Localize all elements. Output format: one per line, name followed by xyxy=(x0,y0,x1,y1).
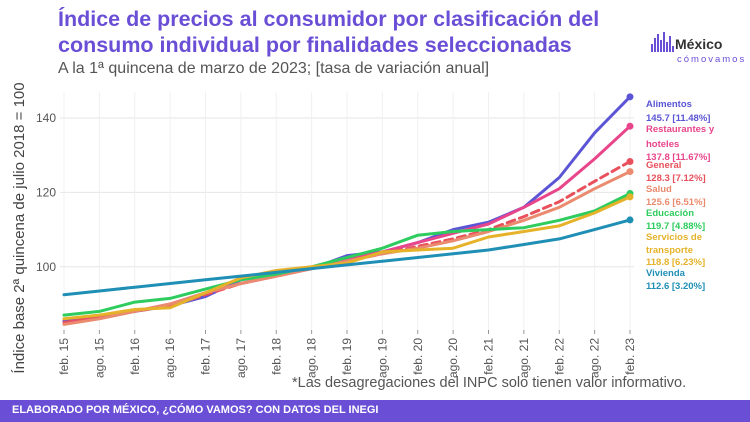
series-value-label: 112.6 [3.20%] xyxy=(646,281,705,292)
x-tick-label: feb. 16 xyxy=(128,338,142,375)
series-line-4 xyxy=(62,192,632,317)
footer-banner: ELABORADO POR MÉXICO, ¿CÓMO VAMOS? CON D… xyxy=(0,400,750,422)
y-axis: 100 120 140 xyxy=(36,111,56,274)
x-tick-label: feb. 21 xyxy=(482,338,496,375)
x-axis: feb. 15 ago. 15 feb. 16 ago. 16 feb. 17 ago. … xyxy=(57,330,637,378)
series-end-point xyxy=(626,158,634,166)
logo-bars-icon xyxy=(651,30,677,52)
series-value-label: 125.6 [6.51%] xyxy=(646,197,706,208)
series-end-point xyxy=(626,216,634,224)
series-value-label: 145.7 [11.48%] xyxy=(646,113,710,124)
x-tick-label: feb. 23 xyxy=(623,338,637,375)
footer-text: ELABORADO POR MÉXICO, ¿CÓMO VAMOS? CON D… xyxy=(12,404,379,416)
series-value-label: 119.7 [4.88%] xyxy=(646,221,705,232)
chart-series xyxy=(62,93,634,326)
series-name-label: Educación xyxy=(646,208,694,219)
series-name-label: Servicios de transporte xyxy=(646,232,702,256)
y-axis-label: Índice base 2ª quincena de julio 2018 = … xyxy=(11,82,28,373)
series-name-label: Restaurantes y hoteles xyxy=(646,124,715,150)
series-name-label: Alimentos xyxy=(646,99,692,110)
x-tick-label: feb. 15 xyxy=(57,338,71,375)
series-name-label: General xyxy=(646,160,681,171)
x-tick-label: ago. 19 xyxy=(375,338,389,378)
x-tick-label: feb. 18 xyxy=(269,338,283,375)
y-tick-label: 100 xyxy=(36,260,56,274)
y-tick-label: 120 xyxy=(36,185,56,199)
series-end-point xyxy=(626,93,634,101)
x-tick-label: feb. 20 xyxy=(411,338,425,375)
series-end-point xyxy=(626,193,634,201)
logo-name: México xyxy=(675,36,723,52)
x-tick-label: ago. 21 xyxy=(517,338,531,378)
series-end-labels: Alimentos 145.7 [11.48%]Restaurantes y hot… xyxy=(646,99,715,292)
x-tick-label: ago. 22 xyxy=(588,338,602,378)
series-value-label: 137.8 [11.67%] xyxy=(646,152,710,163)
chart-grid xyxy=(60,92,634,330)
series-value-label: 128.3 [7.12%] xyxy=(646,173,706,184)
chart-subtitle: A la 1ª quincena de marzo de 2023; [tasa… xyxy=(58,60,490,77)
x-tick-label: ago. 20 xyxy=(446,338,460,378)
series-line-5 xyxy=(62,195,632,321)
x-tick-label: feb. 19 xyxy=(340,338,354,375)
series-end-point xyxy=(626,168,634,176)
x-tick-label: ago. 18 xyxy=(305,338,319,378)
x-tick-label: ago. 15 xyxy=(92,338,106,378)
mexico-como-vamos-logo: México cómovamos xyxy=(651,30,744,74)
series-line-3 xyxy=(62,170,632,326)
chart-title: Índice de precios al consumidor por clas… xyxy=(58,7,600,57)
logo-tagline: cómovamos xyxy=(677,54,747,65)
x-tick-label: ago. 17 xyxy=(234,338,248,378)
series-value-label: 118.8 [6.23%] xyxy=(646,257,705,268)
series-name-label: Vivienda xyxy=(646,268,686,279)
series-name-label: Salud xyxy=(646,184,672,195)
x-tick-label: feb. 17 xyxy=(199,338,213,375)
x-tick-label: feb. 22 xyxy=(552,338,566,375)
series-end-point xyxy=(626,122,634,130)
x-tick-label: ago. 16 xyxy=(163,338,177,378)
y-tick-label: 140 xyxy=(36,111,56,125)
series-line-6 xyxy=(62,218,632,297)
footnote: *Las desagregaciones del INPC solo tiene… xyxy=(292,375,687,391)
